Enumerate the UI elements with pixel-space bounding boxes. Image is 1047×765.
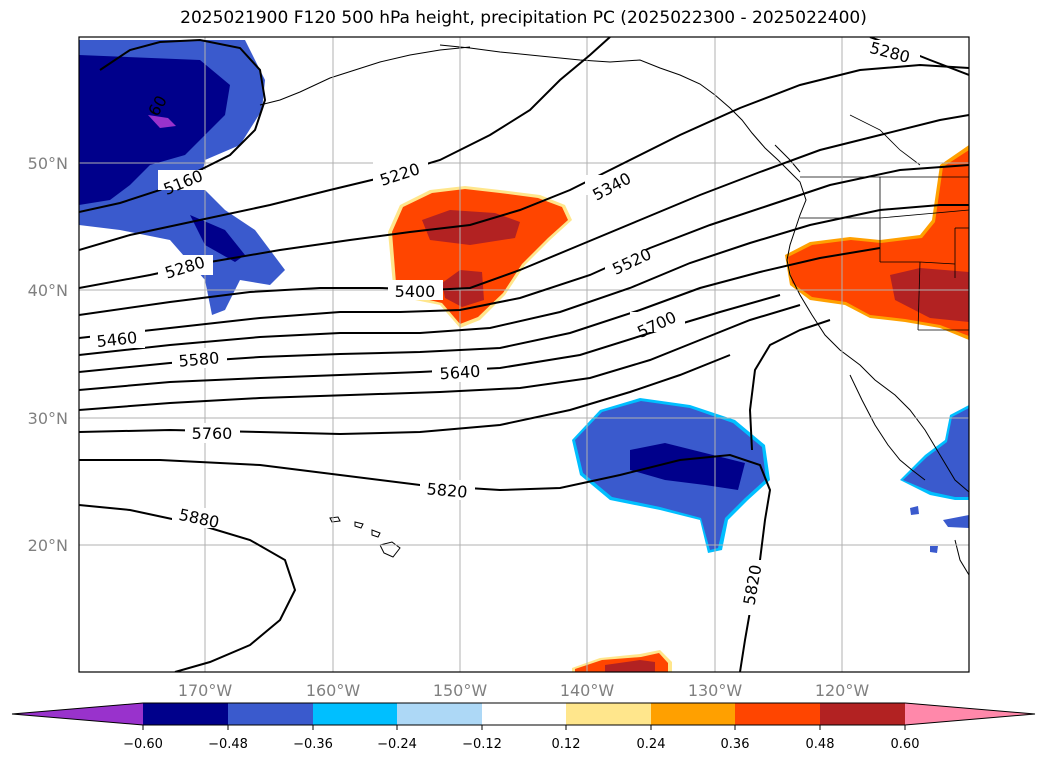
contour-label-5820-center: 5820 <box>426 479 468 501</box>
hawaii-islands <box>329 516 401 558</box>
colorbar-tick-label: 0.60 <box>891 737 920 752</box>
lon-label-140w: 140°W <box>560 681 615 700</box>
colorbar-tick-label: 0.24 <box>637 737 666 752</box>
colorbar-tick-label: −0.48 <box>208 737 248 752</box>
colorbar-arrow-low <box>12 703 143 725</box>
colorbar-tick-label: −0.12 <box>462 737 502 752</box>
colorbar-tick-label: −0.24 <box>377 737 417 752</box>
lat-label-30n: 30°N <box>28 409 68 428</box>
colorbar-tick-label: −0.36 <box>293 737 333 752</box>
colorbar-segment <box>482 703 566 725</box>
precip-negative-mexico <box>900 405 969 553</box>
contour-label-5640: 5640 <box>439 362 481 384</box>
precip-negative-subtropical <box>572 398 770 553</box>
colorbar-tick-label: −0.60 <box>123 737 163 752</box>
colorbar-segment <box>397 703 482 725</box>
colorbar-ticks <box>142 725 906 730</box>
latitude-labels: 50°N 40°N 30°N 20°N <box>28 154 68 555</box>
colorbar-tick-label: 0.12 <box>552 737 581 752</box>
contour-label-5460: 5460 <box>96 328 138 351</box>
state-borders <box>800 114 969 331</box>
lon-label-130w: 130°W <box>688 681 743 700</box>
colorbar-segment <box>313 703 397 725</box>
lat-label-40n: 40°N <box>28 281 68 300</box>
lon-label-150w: 150°W <box>433 681 488 700</box>
colorbar-arrow-high <box>905 703 1035 725</box>
colorbar: −0.60 −0.48 −0.36 −0.24 −0.12 0.12 0.24 … <box>11 702 1036 752</box>
colorbar-tick-label: 0.48 <box>806 737 835 752</box>
contour-label-5400: 5400 <box>395 282 436 301</box>
colorbar-segment <box>651 703 735 725</box>
colorbar-segment <box>143 703 228 725</box>
contour-label-5760: 5760 <box>192 424 233 443</box>
coastlines <box>259 44 969 576</box>
precip-positive-south <box>572 650 672 672</box>
contour-label-5580: 5580 <box>178 348 220 370</box>
colorbar-segment <box>228 703 313 725</box>
colorbar-segment <box>735 703 820 725</box>
lon-label-160w: 160°W <box>306 681 361 700</box>
colorbar-segment <box>566 703 651 725</box>
lon-label-120w: 120°W <box>815 681 870 700</box>
longitude-labels: 170°W 160°W 150°W 140°W 130°W 120°W <box>178 681 870 700</box>
lat-label-20n: 20°N <box>28 536 68 555</box>
map-frame <box>78 36 970 673</box>
lat-label-50n: 50°N <box>28 154 68 173</box>
colorbar-tick-label: 0.36 <box>721 737 750 752</box>
colorbar-segment <box>820 703 905 725</box>
lon-label-170w: 170°W <box>178 681 233 700</box>
map-title: 2025021900 F120 500 hPa height, precipit… <box>180 8 867 28</box>
